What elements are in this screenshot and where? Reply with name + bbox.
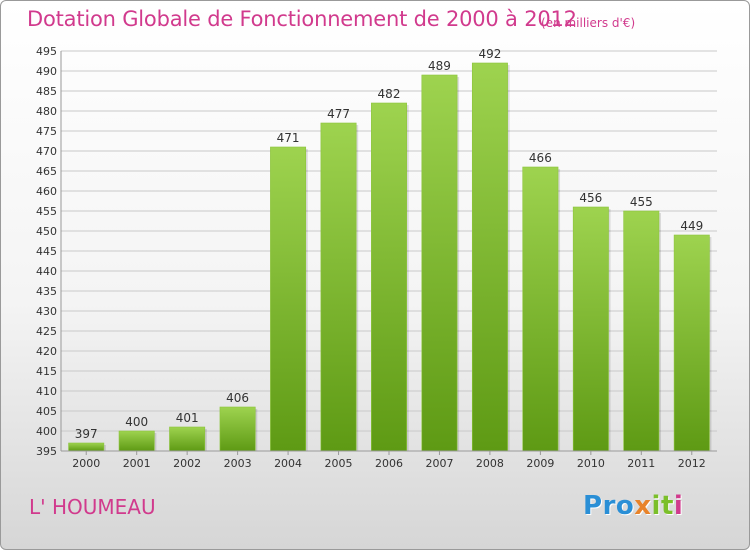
logo-letter: o (615, 491, 635, 521)
logo-letter: i (673, 491, 684, 521)
logo-letter: r (602, 491, 616, 521)
data-label: 477 (327, 107, 350, 121)
bars: 397 400 401 406 471 477 482 489 492 466 456 455 449 (68, 47, 712, 452)
y-tick-label: 420 (36, 345, 57, 358)
data-label: 456 (579, 191, 602, 205)
bar (673, 234, 710, 452)
y-tick-label: 450 (36, 225, 57, 238)
y-tick-label: 400 (36, 425, 57, 438)
x-tick-label: 2009 (526, 457, 554, 470)
bar (68, 442, 105, 452)
x-tick-label: 2012 (678, 457, 706, 470)
x-tick-label: 2007 (425, 457, 453, 470)
y-tick-label: 430 (36, 305, 57, 318)
bar (270, 146, 307, 452)
bar (522, 166, 559, 452)
y-tick-label: 410 (36, 385, 57, 398)
y-tick-label: 435 (36, 285, 57, 298)
y-tick-label: 395 (36, 445, 57, 458)
data-label: 466 (529, 151, 552, 165)
y-tick-label: 405 (36, 405, 57, 418)
data-label: 400 (125, 415, 148, 429)
bar (219, 406, 256, 452)
x-tick-label: 2003 (224, 457, 252, 470)
bar (118, 430, 155, 452)
x-tick-label: 2002 (173, 457, 201, 470)
x-tick-label: 2011 (627, 457, 655, 470)
x-tick-label: 2010 (577, 457, 605, 470)
y-tick-label: 470 (36, 145, 57, 158)
logo-letter: x (634, 491, 652, 521)
x-tick-label: 2004 (274, 457, 302, 470)
data-label: 489 (428, 59, 451, 73)
data-label: 455 (630, 195, 653, 209)
bar (371, 102, 407, 452)
data-label: 492 (478, 47, 501, 61)
unit-note: (en milliers d'€) (541, 16, 636, 30)
y-tick-label: 490 (36, 65, 57, 78)
bar (320, 122, 357, 452)
y-tick-label: 425 (36, 325, 57, 338)
y-tick-label: 460 (36, 185, 57, 198)
x-tick-label: 2005 (325, 457, 353, 470)
y-tick-label: 445 (36, 245, 57, 258)
data-label: 401 (176, 411, 199, 425)
bar (572, 206, 609, 452)
logo-letter: t (660, 491, 674, 521)
logo-letter: i (651, 491, 661, 521)
logo-letter: P (583, 491, 603, 521)
x-tick-label: 2001 (123, 457, 151, 470)
x-tick-label: 2000 (72, 457, 100, 470)
y-tick-label: 455 (36, 205, 57, 218)
x-tick-label: 2006 (375, 457, 403, 470)
y-tick-label: 465 (36, 165, 57, 178)
commune-name: L' HOUMEAU (29, 495, 156, 519)
data-label: 397 (75, 427, 98, 441)
x-tick-label: 2008 (476, 457, 504, 470)
y-tick-label: 440 (36, 265, 57, 278)
data-label: 482 (378, 87, 401, 101)
axes: 395 400 405 410 415 420 425 430 435 440 445 450 455 4… (36, 45, 717, 470)
data-label: 406 (226, 391, 249, 405)
y-tick-label: 495 (36, 45, 57, 58)
chart-title: Dotation Globale de Fonctionnement de 20… (27, 7, 577, 31)
bar (421, 74, 458, 452)
y-tick-label: 480 (36, 105, 57, 118)
bar (169, 426, 206, 452)
data-label: 471 (277, 131, 300, 145)
data-label: 449 (680, 219, 703, 233)
y-tick-label: 485 (36, 85, 57, 98)
y-tick-label: 475 (36, 125, 57, 138)
bar (623, 210, 660, 452)
y-tick-label: 415 (36, 365, 57, 378)
bar (471, 62, 508, 452)
proxiti-logo[interactable]: Proxiti (583, 491, 683, 521)
